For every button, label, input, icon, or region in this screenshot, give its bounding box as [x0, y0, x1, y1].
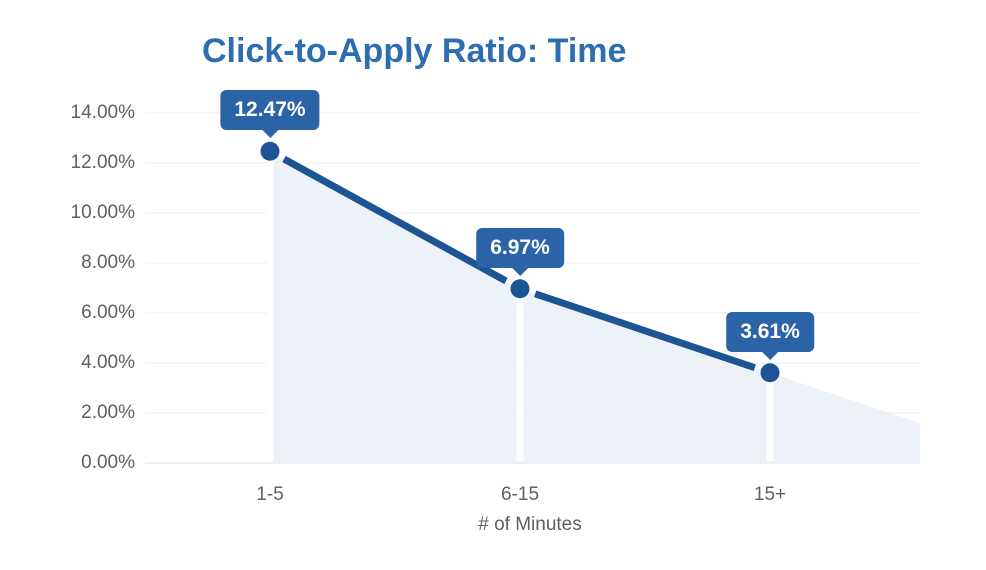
y-tick-label: 6.00%	[81, 302, 135, 323]
series-line-segment	[282, 155, 508, 285]
point-column-highlight	[266, 157, 274, 461]
x-tick-label: 15+	[753, 484, 787, 505]
y-tick-label: 12.00%	[70, 152, 135, 173]
point-value-callout: 3.61%	[726, 311, 814, 352]
chart-title: Click-to-Apply Ratio: Time	[202, 32, 627, 70]
point-column-highlight	[516, 294, 524, 461]
data-point-marker[interactable]	[760, 363, 780, 383]
series-line-segment	[534, 290, 756, 372]
y-tick-label: 10.00%	[70, 202, 135, 223]
data-point-marker[interactable]	[510, 279, 530, 299]
y-tick-label: 8.00%	[81, 252, 135, 273]
area-fill	[270, 151, 920, 462]
y-tick-label: 14.00%	[70, 102, 135, 123]
y-tick-label: 0.00%	[81, 452, 135, 473]
y-tick-label: 4.00%	[81, 352, 135, 373]
data-point-marker[interactable]	[260, 141, 280, 161]
x-tick-label: 6-15	[500, 484, 540, 505]
y-tick-label: 2.00%	[81, 402, 135, 423]
point-value-callout: 12.47%	[220, 90, 320, 131]
x-tick-label: 1-5	[256, 484, 284, 505]
point-column-highlight	[766, 378, 774, 461]
point-value-callout: 6.97%	[476, 227, 564, 268]
x-axis-title: # of Minutes	[478, 514, 582, 535]
